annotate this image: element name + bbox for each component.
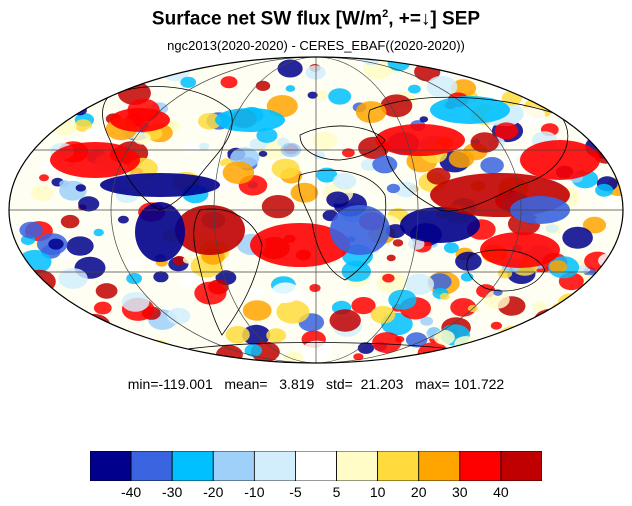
colorbar-tick-label: 20 [410, 484, 427, 500]
colorbar-tick-label: 40 [493, 484, 509, 500]
colorbar-swatch [459, 451, 502, 481]
colorbar-swatch [253, 451, 296, 481]
colorbar-tick-label: 10 [369, 484, 386, 500]
map-subtitle: ngc2013(2020-2020) - CERES_EBAF((2020-20… [167, 38, 465, 53]
colorbar-swatch [377, 451, 420, 481]
colorbar-swatch [212, 451, 255, 481]
colorbar-tick-label: -5 [289, 484, 302, 500]
stats-line: min=-119.001 mean= 3.819 std= 21.203 max… [127, 376, 505, 392]
colorbar-swatch [90, 451, 132, 481]
colorbar-swatch [418, 451, 461, 481]
colorbar-tick-label: -10 [244, 484, 265, 500]
colorbar-swatch [500, 451, 542, 481]
graticule [9, 57, 623, 363]
colorbar-tick-label: -40 [120, 484, 142, 500]
colorbar-tick-label: 5 [332, 484, 341, 500]
colorbar-tick-label: -30 [162, 484, 183, 500]
colorbar-swatch [130, 451, 173, 481]
colorbar-tick-label: 30 [452, 484, 468, 500]
colorbar-swatch [171, 451, 214, 481]
colorbar-labels: -40 -30 -20 -10 -5 5 10 20 30 40 [0, 484, 632, 504]
colorbar [90, 451, 542, 481]
colorbar-swatch [336, 451, 379, 481]
map-border [8, 56, 624, 364]
colorbar-swatch [295, 451, 337, 481]
coastlines [102, 86, 569, 351]
colorbar-tick-label: -20 [203, 484, 224, 500]
mollweide-map [8, 56, 624, 364]
map-title: Surface net SW flux [W/m2, +=↓] SEP [151, 8, 481, 30]
